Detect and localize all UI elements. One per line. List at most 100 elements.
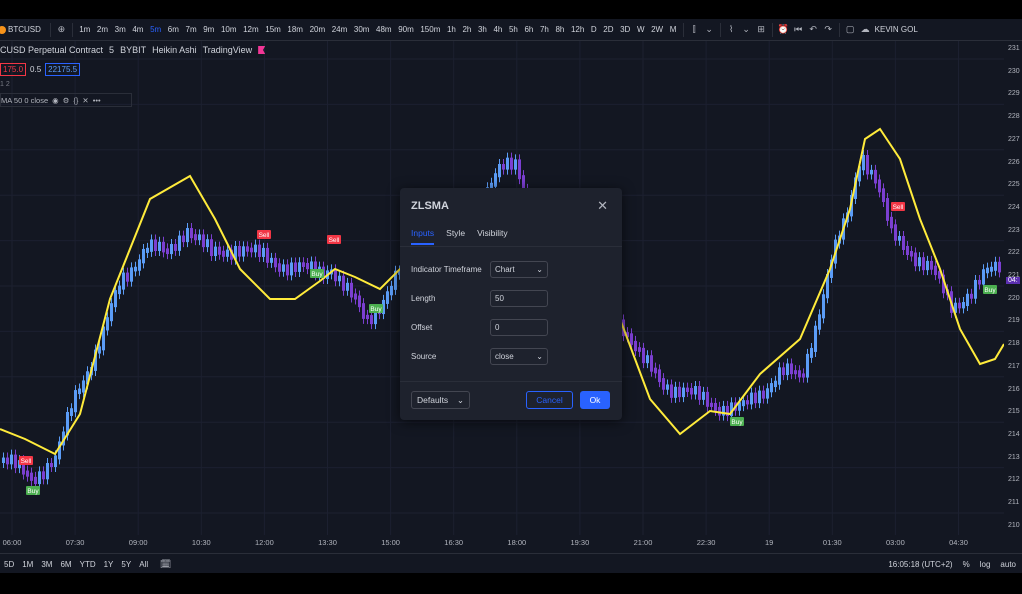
source-select[interactable]: close ⌄ [490, 348, 548, 365]
price-label: 219 [1008, 317, 1020, 325]
range-ytd[interactable]: YTD [79, 559, 96, 569]
buy-signal[interactable] [310, 269, 324, 278]
symbol-search[interactable]: BTCUSD [0, 25, 47, 34]
candle [710, 402, 713, 407]
chevron-down-icon[interactable]: ⌄ [705, 24, 713, 34]
timeframe-9m[interactable]: 9m [203, 25, 215, 34]
timeframe-10m[interactable]: 10m [220, 25, 237, 34]
flag-icon[interactable] [258, 46, 266, 54]
timeframe-24m[interactable]: 24m [331, 25, 348, 34]
sell-signal[interactable] [257, 230, 271, 239]
candle [202, 234, 205, 248]
buy-signal[interactable] [983, 285, 997, 294]
candle [346, 282, 349, 291]
tab-visibility[interactable]: Visibility [477, 228, 508, 238]
log-toggle[interactable]: log [979, 559, 991, 569]
range-3m[interactable]: 3M [41, 559, 53, 569]
timeframe-12m[interactable]: 12m [243, 25, 259, 34]
eye-icon[interactable]: ◉ [52, 95, 59, 105]
timeframe-W[interactable]: W [636, 25, 645, 34]
settings-icon[interactable]: ⚙ [62, 95, 70, 105]
timeframe-7h[interactable]: 7h [539, 25, 549, 34]
percent-toggle[interactable]: % [962, 559, 970, 569]
range-all[interactable]: All [139, 559, 149, 569]
candle [398, 270, 401, 275]
timeframe-3m[interactable]: 3m [114, 25, 126, 34]
candles-icon[interactable]: ⫿ [692, 24, 696, 34]
price-scale[interactable]: 231 230 229 228 227 226 225 224 223 222 221 220 219 2… [1004, 41, 1022, 553]
timeframe-6m[interactable]: 6m [167, 25, 179, 34]
buy-signal[interactable] [730, 417, 744, 426]
defaults-button[interactable]: Defaults ⌄ [411, 391, 470, 409]
timeframe-D[interactable]: D [590, 25, 597, 34]
user-label[interactable]: KEVIN GOL [874, 25, 918, 34]
sell-signal[interactable] [891, 202, 905, 211]
timeframe-12h[interactable]: 12h [570, 25, 585, 34]
undo-icon[interactable]: ↶ [809, 24, 817, 34]
calendar-icon[interactable]: 🗓 [159, 558, 172, 569]
candle [674, 386, 677, 398]
timeframe-20m[interactable]: 20m [309, 25, 326, 34]
buy-signal[interactable] [26, 486, 40, 495]
tab-style[interactable]: Style [446, 228, 466, 238]
timeframe-7m[interactable]: 7m [185, 25, 197, 34]
timeframe-2m[interactable]: 2m [96, 25, 109, 34]
sell-signal[interactable] [327, 235, 341, 244]
timeframe-3h[interactable]: 3h [477, 25, 487, 34]
timeframe-3D[interactable]: 3D [620, 25, 631, 34]
close-icon[interactable]: ✕ [82, 95, 89, 105]
fullscreen-icon[interactable]: ▢ [845, 24, 855, 34]
timeframe-30m[interactable]: 30m [353, 25, 370, 34]
cloud-icon[interactable]: ☁ [860, 24, 870, 34]
timeframe-48m[interactable]: 48m [376, 25, 392, 34]
sell-signal[interactable] [19, 456, 33, 465]
time-scale[interactable]: 06:00 07:30 09:00 10:30 12:00 13:30 15:00 16:30… [0, 535, 1004, 549]
length-input[interactable]: 50 [490, 290, 548, 307]
timeframe-90m[interactable]: 90m [398, 25, 414, 34]
timeframe-2W[interactable]: 2W [651, 25, 664, 34]
more-icon[interactable]: ••• [92, 95, 101, 105]
offset-input[interactable]: 0 [490, 319, 548, 336]
timeframe-4m[interactable]: 4m [132, 25, 144, 34]
chevron-down-icon[interactable]: ⌄ [742, 24, 750, 34]
buy-signal[interactable] [369, 304, 383, 313]
ask-price[interactable]: 22175.5 [45, 63, 81, 76]
timeframe-6h[interactable]: 6h [524, 25, 534, 34]
close-icon[interactable]: ✕ [597, 198, 608, 213]
alert-icon[interactable]: ⏰ [777, 24, 789, 34]
redo-icon[interactable]: ↷ [824, 24, 832, 34]
legend-title[interactable]: CUSD Perpetual Contract [0, 45, 104, 55]
range-1y[interactable]: 1Y [103, 559, 114, 569]
timeframe-15m[interactable]: 15m [265, 25, 281, 34]
timeframe-5m[interactable]: 5m [150, 25, 162, 34]
indicators-icon[interactable]: ⌇ [728, 24, 734, 34]
plus-circle-icon[interactable]: ⊕ [57, 24, 66, 34]
source-code-icon[interactable]: {} [73, 95, 79, 105]
timeframe-2D[interactable]: 2D [603, 25, 614, 34]
timeframe-4h[interactable]: 4h [493, 25, 503, 34]
timeframe-8h[interactable]: 8h [555, 25, 565, 34]
ok-button[interactable]: Ok [580, 391, 610, 409]
timeframe-2h[interactable]: 2h [462, 25, 472, 34]
cancel-button[interactable]: Cancel [526, 391, 573, 409]
bid-price[interactable]: 175.0 [0, 63, 27, 76]
range-5y[interactable]: 5Y [121, 559, 132, 569]
timeframe-5h[interactable]: 5h [508, 25, 518, 34]
timeframe-select[interactable]: Chart ⌄ [490, 261, 548, 278]
indicator-settings-dialog: ZLSMA ✕ Inputs Style Visibility Indicato… [400, 188, 622, 420]
timeframe-150m[interactable]: 150m [420, 25, 441, 34]
layout-grid-icon[interactable]: ⊞ [757, 24, 765, 34]
indicator-legend-row[interactable]: MA 50 0 close ◉ ⚙ {} ✕ ••• [0, 93, 132, 107]
range-5d[interactable]: 5D [4, 559, 15, 569]
replay-icon[interactable]: ⏮ [794, 24, 803, 34]
tab-inputs[interactable]: Inputs [411, 228, 435, 245]
candle [42, 471, 45, 480]
range-1m[interactable]: 1M [22, 559, 34, 569]
timeframe-M[interactable]: M [669, 25, 677, 34]
auto-toggle[interactable]: auto [1000, 559, 1016, 569]
timeframe-18m[interactable]: 18m [287, 25, 303, 34]
clock-label[interactable]: 16:05:18 (UTC+2) [888, 559, 953, 569]
timeframe-1h[interactable]: 1h [446, 25, 456, 34]
range-6m[interactable]: 6M [60, 559, 72, 569]
timeframe-1m[interactable]: 1m [79, 25, 91, 34]
